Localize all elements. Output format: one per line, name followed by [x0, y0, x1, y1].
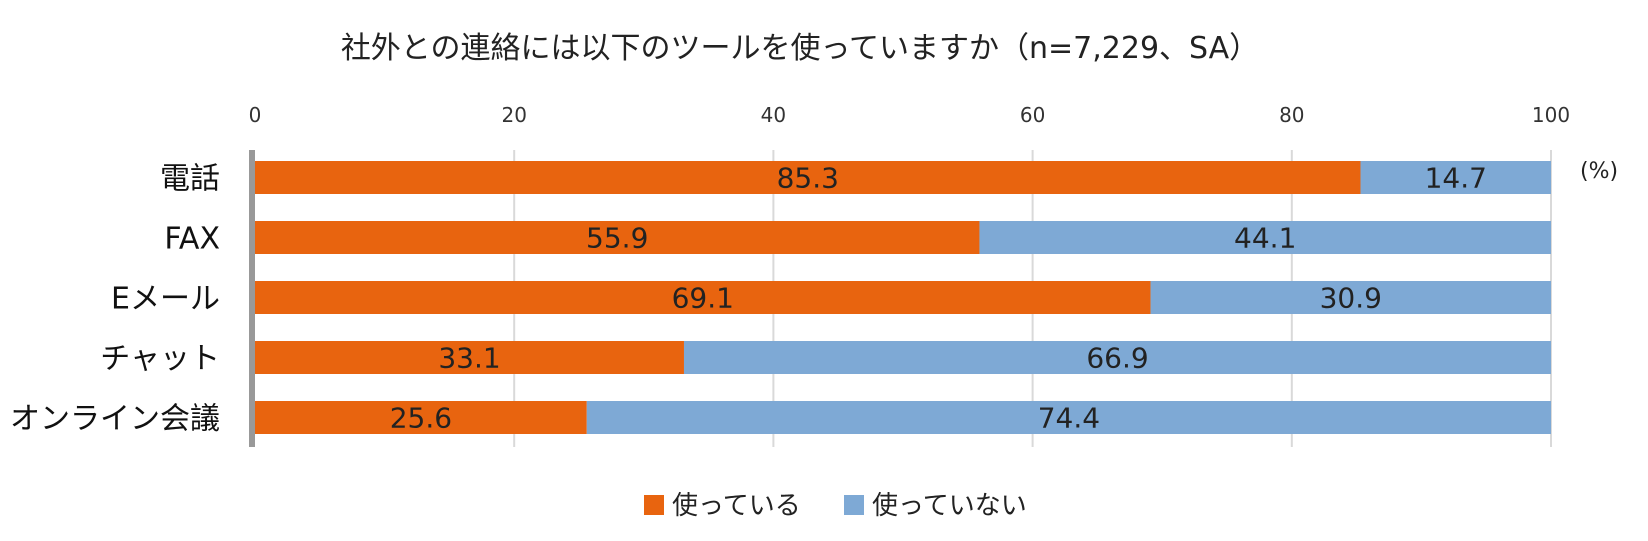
bar-segment — [255, 221, 980, 254]
chart-title: 社外との連絡には以下のツールを使っていますか（n=7,229、SA） — [341, 31, 1259, 66]
x-tick-label: 80 — [1279, 103, 1304, 127]
bar-segment — [255, 161, 1361, 194]
y-axis-line — [249, 150, 255, 447]
data-label: 66.9 — [1086, 342, 1148, 375]
bar-segment — [979, 221, 1551, 254]
unit-label: (%) — [1580, 159, 1618, 184]
data-label: 44.1 — [1234, 222, 1296, 255]
data-label: 14.7 — [1425, 162, 1487, 195]
category-label: 電話 — [160, 162, 220, 197]
bars: 85.3 14.7 55.9 44.1 69.1 30.9 33.1 66.9 25.6 74.4 — [255, 161, 1551, 435]
bar-segment — [586, 401, 1551, 434]
x-tick-label: 100 — [1532, 103, 1570, 127]
data-label: 69.1 — [672, 282, 734, 315]
legend-swatch — [844, 495, 864, 515]
legend-label: 使っている — [672, 491, 801, 521]
bar-segment — [683, 341, 1551, 374]
bar-segment — [255, 341, 684, 374]
legend-label: 使っていない — [872, 491, 1027, 521]
legend-swatch — [644, 495, 664, 515]
data-label: 25.6 — [390, 402, 452, 435]
x-tick-label: 20 — [501, 103, 526, 127]
x-tick-label: 40 — [761, 103, 786, 127]
data-label: 33.1 — [438, 342, 500, 375]
bar-segment — [255, 401, 587, 434]
x-tick-label: 0 — [249, 103, 262, 127]
category-label: Eメール — [111, 282, 220, 317]
x-axis-ticks: 0 20 40 60 80 100 — [249, 103, 1570, 127]
bar-segment — [1150, 281, 1551, 314]
x-tick-label: 60 — [1020, 103, 1045, 127]
bar-segment — [255, 281, 1151, 314]
category-label: オンライン会議 — [10, 402, 220, 437]
data-label: 74.4 — [1038, 402, 1100, 435]
data-label: 30.9 — [1320, 282, 1382, 315]
data-label: 55.9 — [586, 222, 648, 255]
bar-segment — [1360, 161, 1551, 194]
y-axis — [249, 150, 255, 447]
data-label: 85.3 — [777, 162, 839, 195]
category-label: チャット — [100, 342, 220, 377]
legend: 使っている 使っていない — [644, 491, 1027, 521]
category-label: FAX — [164, 222, 220, 257]
